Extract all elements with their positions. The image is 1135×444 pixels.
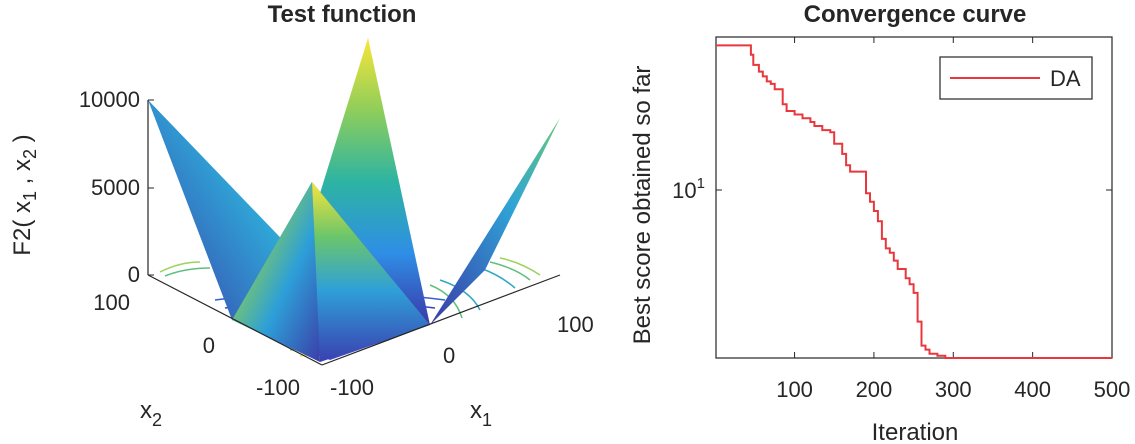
y-tick-label: 0 <box>203 333 215 358</box>
x-tick-label: 300 <box>935 377 972 402</box>
z-tick-label: 0 <box>128 262 140 287</box>
legend: DA <box>939 56 1093 100</box>
z-tick-label: 10000 <box>79 87 140 112</box>
legend-label-da: DA <box>1050 66 1081 91</box>
y-tick-label: -100 <box>256 375 300 400</box>
z-tick-label: 5000 <box>91 175 140 200</box>
x-axis-line <box>321 274 561 366</box>
surface-face-front-right <box>312 182 430 362</box>
surface-face-right <box>430 118 560 325</box>
convergence-title: Convergence curve <box>804 1 1027 28</box>
x-axis-label: Iteration <box>872 419 959 444</box>
y-tick-label: 100 <box>93 290 130 315</box>
y-tick-label: 101 <box>672 175 705 203</box>
x-tick-label: 400 <box>1014 377 1051 402</box>
x-tick-label: 200 <box>856 377 893 402</box>
z-axis-label: F2( x1 , x2 ) <box>9 134 40 255</box>
surface-title: Test function <box>268 1 417 28</box>
y-ticks: 101 <box>672 175 1112 203</box>
surface-face-front-left <box>232 182 320 362</box>
y-axis-line <box>147 274 323 366</box>
x-tick-label: 100 <box>557 312 594 337</box>
y-axis-label: Best score obtained so far <box>629 66 656 345</box>
convergence-plot: Convergence curve 100 200 300 400 500 101 DA… <box>629 1 1130 444</box>
x-tick-label: 500 <box>1094 377 1131 402</box>
x-tick-label: 100 <box>776 377 813 402</box>
surface-plot: Test function <box>9 1 594 430</box>
x-tick-label: 0 <box>443 343 455 368</box>
x-ticks: 100 200 300 400 500 <box>776 37 1130 402</box>
surface-face-left <box>148 100 300 320</box>
x-axis-label: x1 <box>470 397 492 430</box>
series-line-da <box>716 44 1112 359</box>
y-axis-label: x2 <box>140 397 162 430</box>
x-tick-label: -100 <box>330 375 374 400</box>
